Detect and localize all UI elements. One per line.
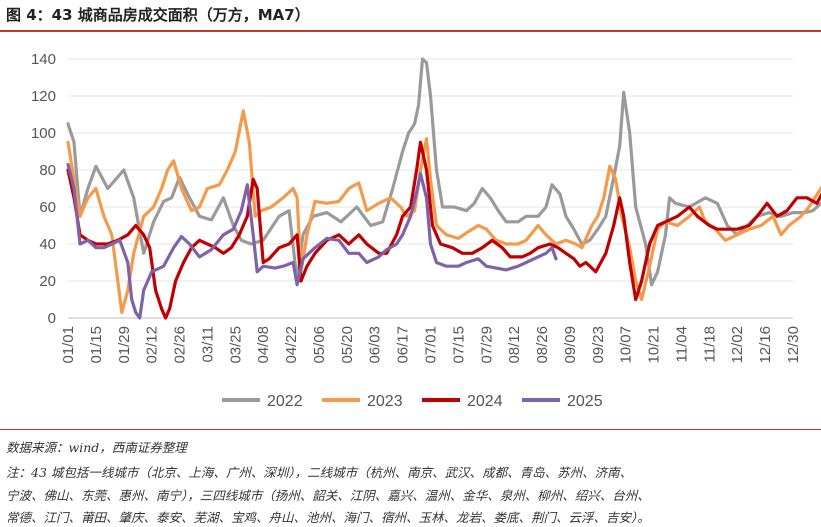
x-tick-label: 10/07 [618,326,635,364]
x-tick-label: 11/04 [673,326,690,362]
x-tick-label: 02/12 [144,326,161,364]
legend-item-2023: 2023 [322,393,403,410]
x-tick-label: 12/30 [785,326,802,364]
x-tick-label: 07/15 [450,326,467,364]
x-tick-label: 07/01 [423,326,440,364]
y-tick-label: 0 [48,310,56,327]
x-tick-label: 12/02 [729,326,746,364]
footnote-line-1: 注：43 城包括一线城市（北京、上海、广州、深圳），二线城市（杭州、南京、武汉、… [6,465,633,480]
legend-item-2025: 2025 [522,393,603,410]
title-divider [0,30,821,32]
x-tick-label: 05/20 [339,326,356,364]
x-tick-label: 09/23 [590,326,607,364]
legend-label: 2023 [367,393,403,410]
y-tick-label: 20 [39,273,56,290]
legend-label: 2025 [567,393,603,410]
x-tick-label: 02/26 [172,326,189,364]
y-tick-label: 40 [39,236,56,253]
y-tick-label: 120 [31,88,56,105]
legend-item-2024: 2024 [422,393,503,410]
x-axis: 01/01 01/15 01/29 02/12 02/26 03/11 03/25 04/08… [60,317,802,364]
title-bar: 图 4：43 城商品房成交面积（万方，MA7） [0,0,821,30]
legend-item-2022: 2022 [222,393,303,410]
x-tick-label: 04/08 [255,326,272,364]
legend-label: 2022 [267,393,303,410]
x-tick-label: 09/09 [562,326,579,364]
x-tick-label: 01/01 [60,326,77,364]
x-tick-label: 05/06 [311,326,328,364]
x-tick-label: 01/15 [88,326,105,364]
x-tick-label: 10/21 [646,326,663,364]
y-axis: 0 20 40 60 80 100 120 140 [31,51,56,327]
series-line-2023 [66,109,821,314]
x-tick-label: 01/29 [116,326,133,364]
footnote-line-2: 宁波、佛山、东莞、惠州、南宁），三四线城市（扬州、韶关、江阴、嘉兴、温州、金华、… [6,488,650,503]
x-tick-label: 11/18 [701,326,718,362]
source-note: 数据来源：wind，西南证券整理 [6,440,187,455]
x-tick-label: 08/12 [506,326,523,364]
x-tick-label: 12/16 [757,326,774,364]
x-tick-label: 07/29 [478,326,495,364]
y-tick-label: 60 [39,199,56,216]
y-tick-label: 100 [31,125,56,142]
x-tick-label: 04/22 [283,326,300,364]
x-tick-label: 03/11 [199,326,216,362]
y-tick-label: 80 [39,162,56,179]
x-tick-label: 06/17 [395,326,412,364]
x-tick-label: 03/25 [227,326,244,364]
series-line-2022 [66,57,821,287]
footnote-line-3: 常德、江门、莆田、肇庆、泰安、芜湖、宝鸡、舟山、池州、海门、宿州、玉林、龙岩、娄… [6,510,650,525]
y-tick-label: 140 [31,51,56,68]
x-tick-label: 06/03 [367,326,384,364]
footer-divider [0,429,821,430]
legend: 2022 2023 2024 2025 [222,393,603,410]
series-line-2025 [66,162,558,320]
legend-label: 2024 [467,393,503,410]
series-line-2024 [66,140,821,320]
figure-title: 图 4：43 城商品房成交面积（万方，MA7） [6,6,310,24]
x-tick-label: 08/26 [534,326,551,364]
series-lines [66,57,821,320]
